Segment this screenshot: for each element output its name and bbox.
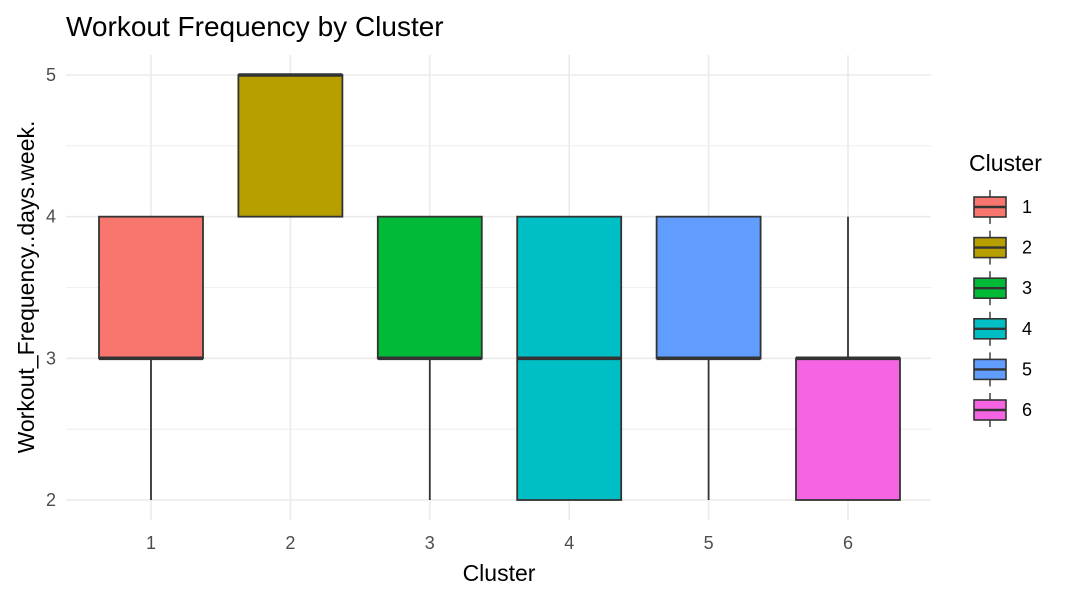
legend-entry-3: 3 [973, 271, 1032, 306]
box-cluster-3 [376, 215, 483, 500]
box-iqr [655, 215, 762, 360]
x-axis-title: Cluster [463, 560, 536, 586]
legend-entry-1: 1 [973, 190, 1032, 224]
y-axis: 2 3 4 5 [46, 65, 56, 510]
x-tick-label: 2 [285, 533, 295, 553]
legend-title: Cluster [969, 150, 1042, 176]
y-tick-label: 3 [46, 348, 56, 368]
box-cluster-1 [98, 215, 204, 500]
legend-label: 5 [1022, 359, 1032, 379]
legend-label: 6 [1022, 400, 1032, 420]
x-axis: 1 2 3 4 5 6 [146, 533, 853, 553]
box-cluster-4 [516, 215, 623, 501]
x-tick-label: 5 [704, 533, 714, 553]
x-tick-label: 4 [564, 533, 574, 553]
chart-title: Workout Frequency by Cluster [66, 11, 444, 42]
box-cluster-6 [795, 216, 901, 501]
legend: Cluster 1 2 3 4 5 6 [969, 150, 1042, 427]
legend-label: 1 [1022, 197, 1032, 217]
y-tick-label: 4 [46, 207, 56, 227]
legend-label: 2 [1022, 238, 1032, 258]
y-axis-title: Workout_Frequency..days.week. [13, 121, 39, 454]
x-tick-label: 1 [146, 533, 156, 553]
legend-label: 3 [1022, 278, 1032, 298]
legend-entry-5: 5 [973, 352, 1032, 387]
box-iqr [376, 215, 483, 360]
legend-entry-2: 2 [973, 230, 1032, 265]
x-tick-label: 3 [425, 533, 435, 553]
box-cluster-2 [237, 73, 344, 218]
box-cluster-5 [655, 215, 762, 500]
x-tick-label: 6 [843, 533, 853, 553]
box-iqr [237, 74, 344, 218]
y-tick-label: 5 [46, 65, 56, 85]
box-iqr [98, 215, 204, 360]
legend-entry-4: 4 [973, 311, 1032, 346]
legend-entry-6: 6 [973, 393, 1032, 427]
legend-label: 4 [1022, 319, 1032, 339]
box-iqr [795, 357, 901, 501]
y-tick-label: 2 [46, 490, 56, 510]
boxes [98, 73, 901, 501]
